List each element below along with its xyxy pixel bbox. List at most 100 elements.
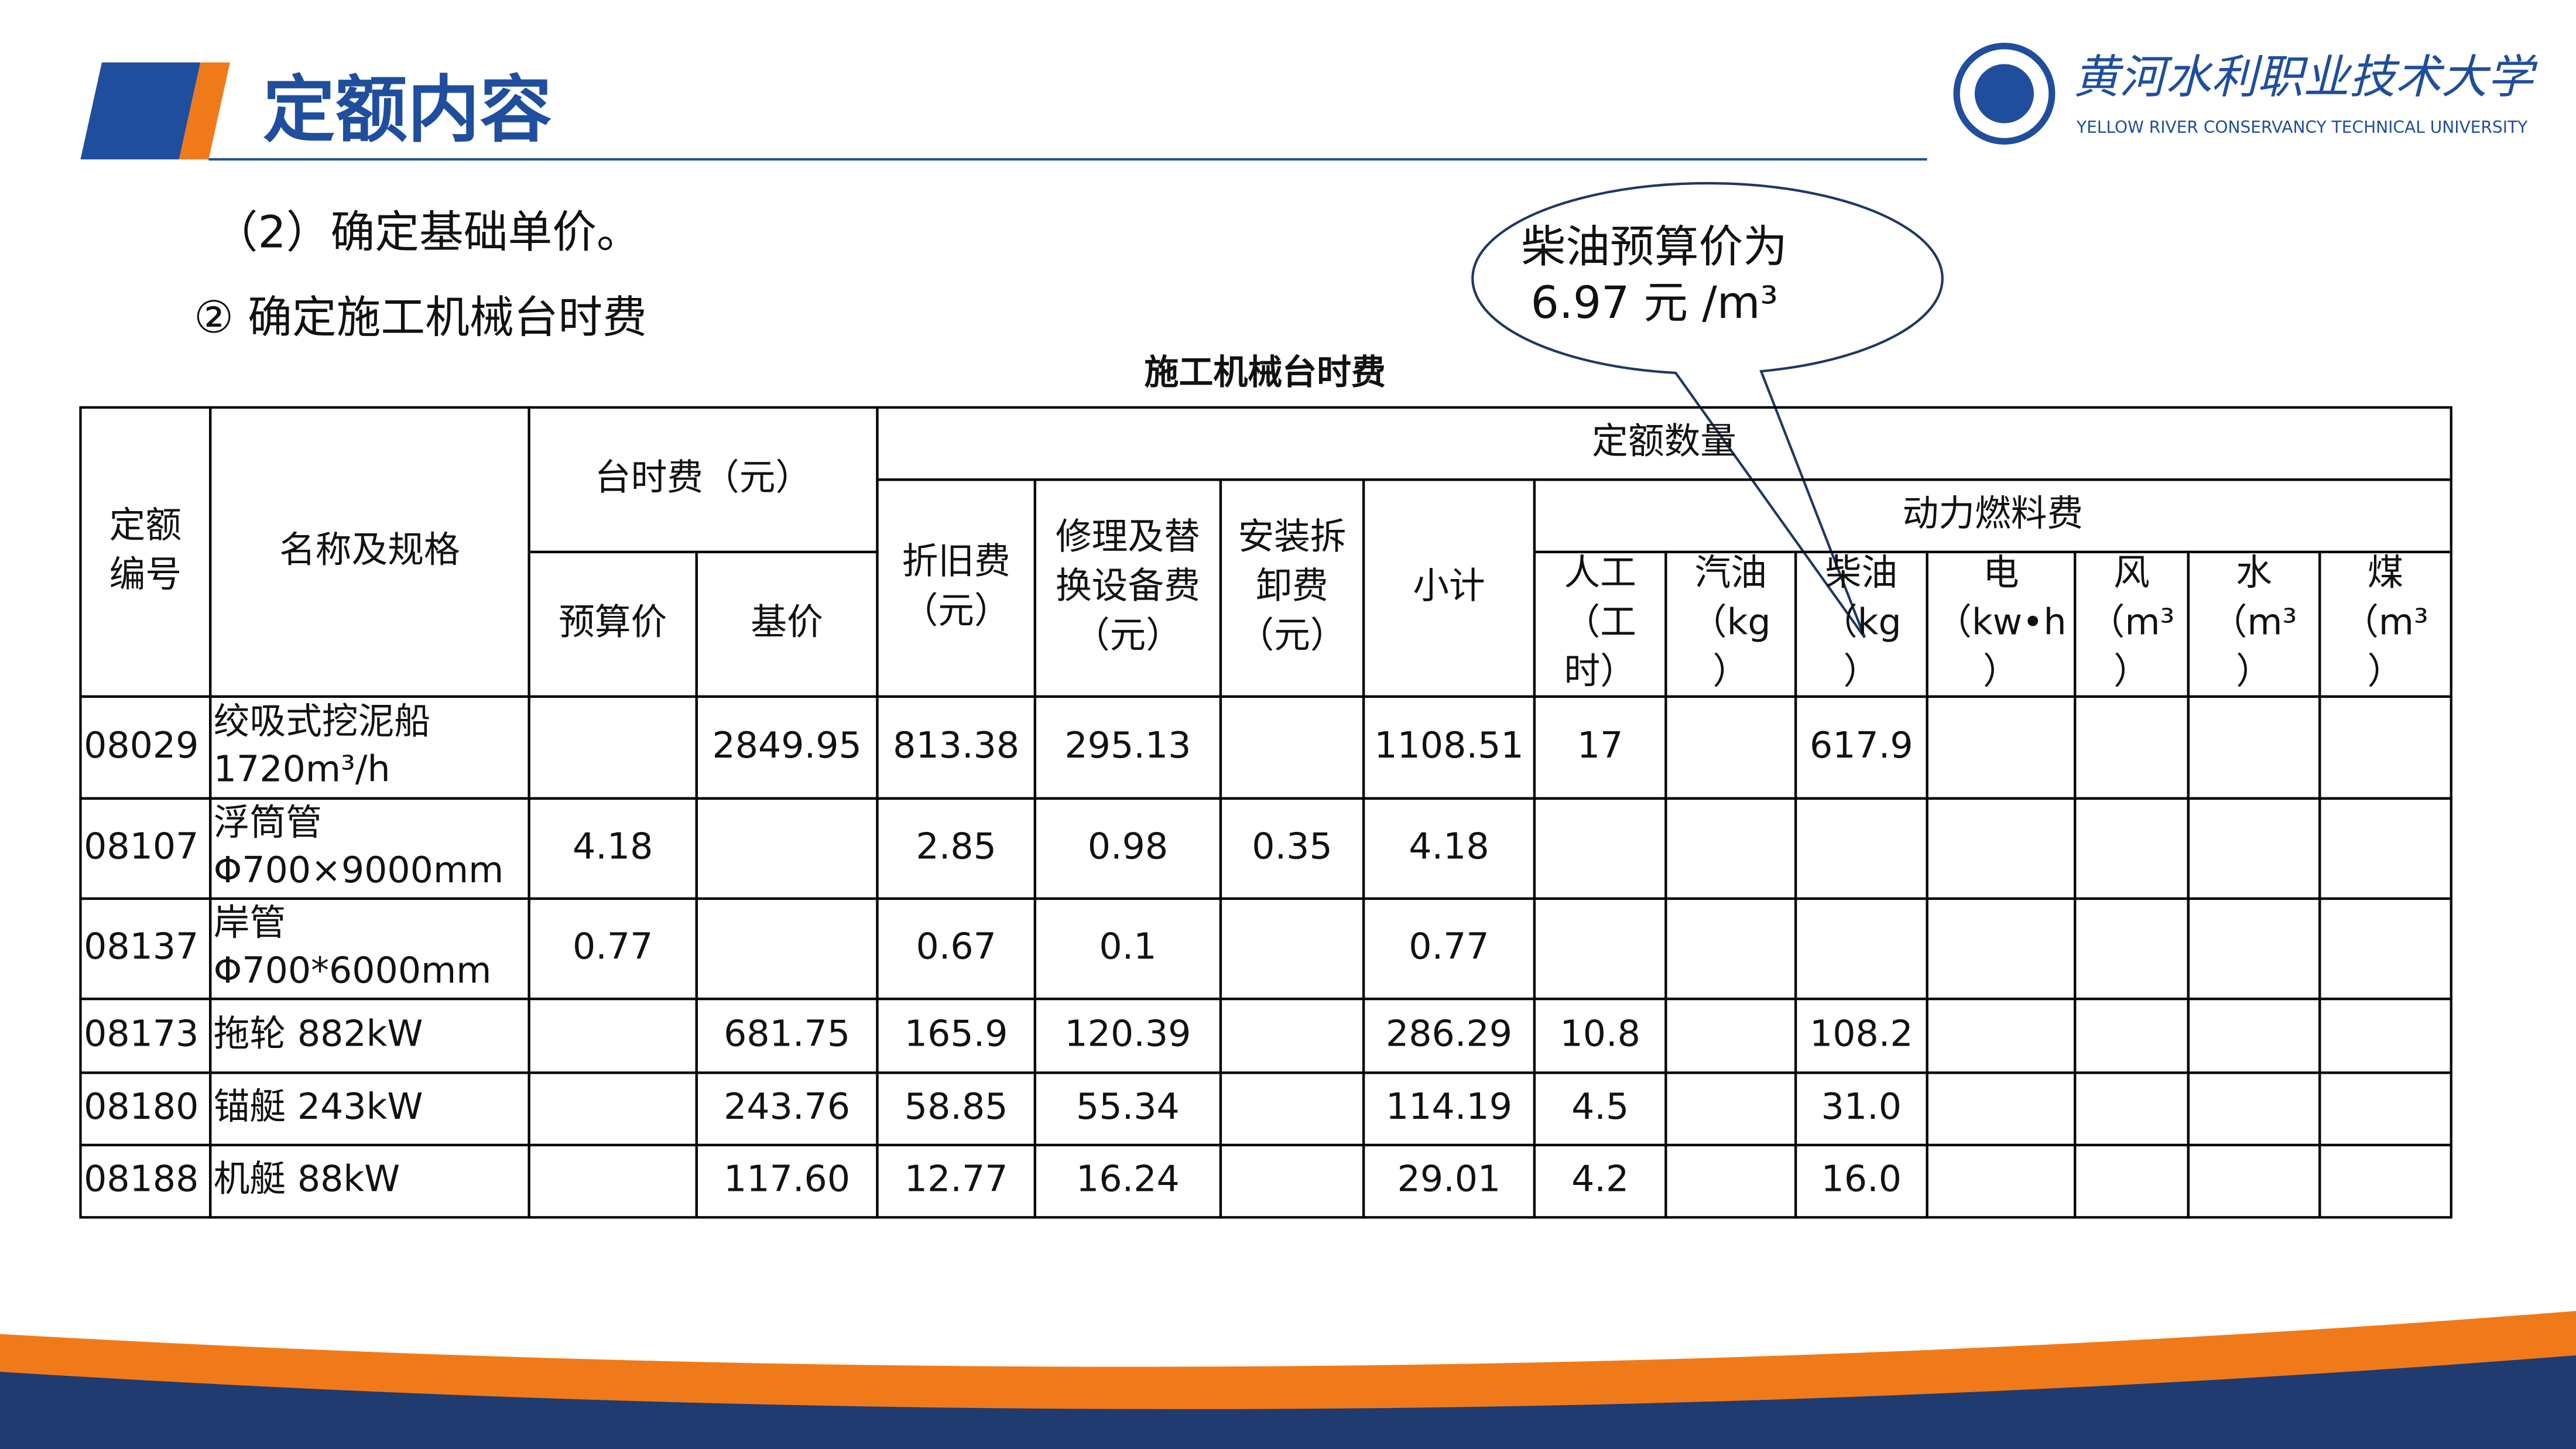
table-cell [2187,797,2321,900]
header-text: 汽油 [1695,551,1767,594]
header-text: （m³ [2089,601,2175,643]
cell-text: 286.29 [1386,1012,1512,1054]
cell-text: 0.1 [1099,926,1156,968]
header-text: 煤 [2368,551,2404,594]
header-text: 折旧费 [902,540,1010,583]
header-text: 时） [1564,650,1636,693]
table-cell [2074,1071,2190,1146]
header-text: 换设备费 [1056,565,1200,607]
table-cell [1926,1143,2077,1219]
header-text: 预算价 [559,601,667,643]
cell-text: 617.9 [1810,724,1913,766]
cell-text: 4.18 [573,825,653,867]
table-cell [527,998,698,1074]
header-text: 名称及规格 [279,529,460,571]
cell-text: 机艇 88kW [214,1158,400,1200]
table-cell [2187,998,2321,1074]
header-text: 编号 [109,553,181,595]
header-text: ） [1843,650,1879,693]
table-cell [1926,897,2077,1001]
table-cell [2074,998,2190,1074]
table-cell [1664,1071,1797,1146]
callout-text: 6.97 元 /m³ [1531,277,1778,328]
table-cell [876,478,1036,698]
header-text: 台时费（元） [595,456,811,498]
cell-text: 浮筒管 [214,801,322,844]
cell-text: 31.0 [1821,1085,1902,1128]
header-text: ） [2236,650,2272,693]
title-bar-blue [80,62,201,160]
callout-text: 柴油预算价为 [1522,221,1788,273]
header-text: 水 [2236,551,2272,594]
header-text: 基价 [751,601,823,643]
table-cell [1664,797,1797,900]
table-cell [527,1143,698,1219]
header-text: （元） [1238,614,1346,656]
table-cell [1926,797,2077,900]
table-cell [1664,897,1797,1001]
cell-text: 绞吸式挖泥船 [214,700,430,742]
table-cell [2074,695,2190,800]
cell-text: 0.67 [916,926,996,968]
header-text: 动力燃料费 [1903,492,2084,535]
cell-text: 295.13 [1064,724,1191,766]
cell-text: 165.9 [905,1012,1008,1054]
slide-title: 定额内容 [263,68,552,152]
table-cell [1219,897,1365,1001]
cell-text: 58.85 [905,1085,1008,1128]
table-caption: 施工机械台时费 [1145,352,1386,392]
table-cell [1926,695,2077,800]
table-cell [1794,797,1928,900]
cell-text: 108.2 [1810,1012,1913,1054]
header-text: 安装拆 [1238,516,1346,558]
cell-text: 08188 [84,1158,198,1200]
header-text: 修理及替 [1056,516,1200,558]
cell-text: 1108.51 [1374,724,1523,766]
cell-text: 120.39 [1064,1012,1191,1054]
table-cell [2074,797,2190,900]
header-text: （kg [1691,601,1771,643]
cell-text: 29.01 [1397,1158,1501,1200]
cell-text: 4.18 [1409,825,1489,867]
content-line: ② 确定施工机械台时费 [194,292,647,343]
header-text: 小计 [1413,565,1485,607]
header-text: ） [2113,650,2150,693]
callout-bubble [1471,181,1944,638]
cell-text: 243.76 [724,1085,850,1128]
cell-text: 16.24 [1076,1158,1180,1200]
header-text: （元） [902,590,1010,632]
cell-text: 08029 [84,724,198,766]
cell-text: Φ700*6000mm [214,949,492,991]
table-cell [1664,695,1797,800]
header-text: 定额 [109,504,181,546]
header-text: （kw•h [1936,601,2066,643]
table-cell [1664,998,1797,1074]
cell-text: 08137 [84,926,198,968]
cell-text: 0.77 [1409,926,1489,968]
table-cell [1533,897,1667,1001]
cell-text: 17 [1577,724,1623,766]
table-cell [695,797,879,900]
cell-text: 16.0 [1821,1158,1902,1200]
header-text: （kg [1821,601,1902,643]
table-cell [2318,1143,2452,1219]
table-cell [527,1071,698,1146]
header-text: ） [1983,650,2019,693]
table-cell [2318,695,2452,800]
table-cell [527,695,698,800]
table-cell [2074,897,2190,1001]
cell-text: 2849.95 [712,724,862,766]
table-cell [1219,1071,1365,1146]
cell-text: Φ700×9000mm [214,849,503,891]
cell-text: 114.19 [1386,1085,1512,1128]
table-cell [2074,1143,2190,1219]
cell-text: 岸管 [214,902,286,944]
cell-text: 0.35 [1252,825,1332,867]
table-cell [1664,1143,1797,1219]
table-cell [79,406,212,698]
table-cell [1926,1071,2077,1146]
header-text: ） [1712,650,1749,693]
table-cell [2318,998,2452,1074]
